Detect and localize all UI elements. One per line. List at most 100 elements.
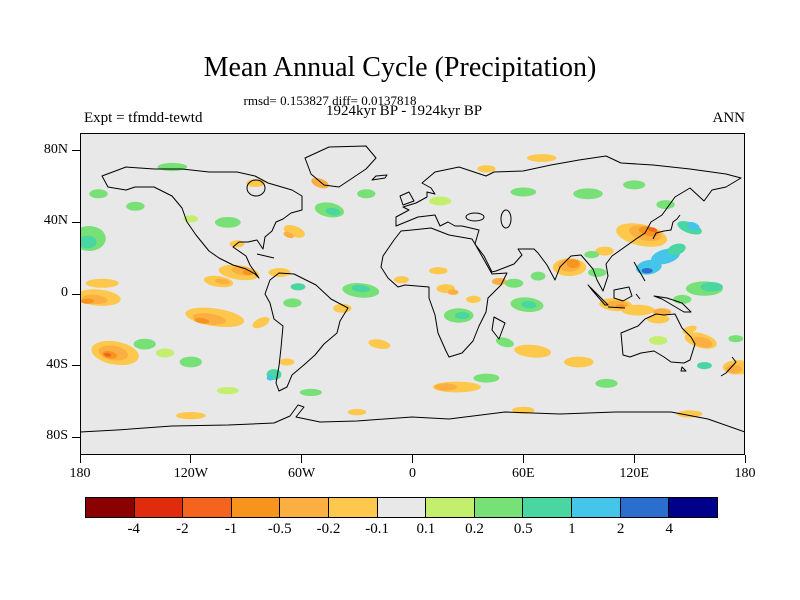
anomaly-patch <box>510 187 537 197</box>
anomaly-patches-group <box>80 154 745 420</box>
colorbar-cell <box>279 497 330 518</box>
anomaly-patch <box>214 217 241 228</box>
sea-black <box>465 212 485 222</box>
x-axis-tick <box>79 455 81 463</box>
x-axis-tick <box>412 455 413 463</box>
anomaly-patch <box>216 387 239 395</box>
world-map <box>80 133 745 455</box>
coastline-cuba <box>256 253 275 259</box>
anomaly-patch <box>447 289 459 295</box>
anomaly-patch <box>85 278 119 288</box>
coastline-new-guinea <box>653 295 692 313</box>
colorbar-cell <box>473 497 524 518</box>
anomaly-patch <box>697 362 712 370</box>
anomaly-patch <box>266 375 274 381</box>
coastline-iceland <box>371 174 388 181</box>
anomaly-patch <box>676 410 703 418</box>
anomaly-patch <box>104 352 112 357</box>
anomaly-patch <box>656 200 675 210</box>
x-axis-tick <box>190 455 192 463</box>
anomaly-patch <box>434 383 457 391</box>
anomaly-patch <box>283 298 302 308</box>
x-axis-tick-label: 120W <box>173 466 208 481</box>
anomaly-patch <box>157 162 188 172</box>
anomaly-patch <box>495 337 514 348</box>
anomaly-patch <box>89 189 108 199</box>
anomaly-patch <box>641 268 653 274</box>
colorbar-label: -0.5 <box>267 521 292 537</box>
anomaly-patch <box>268 268 291 277</box>
x-axis-tick-label: 180 <box>734 466 756 481</box>
coastline-north-america <box>101 166 303 279</box>
x-axis-tick-label: 180 <box>69 466 91 481</box>
anomaly-patch <box>566 259 580 269</box>
coastline-greenland <box>304 145 377 188</box>
x-axis-tick <box>633 455 635 463</box>
anomaly-patch <box>649 336 668 345</box>
y-axis-tick-label: 0 <box>61 285 68 300</box>
anomaly-patch <box>155 348 175 358</box>
anomaly-patch <box>687 221 700 231</box>
anomaly-patch <box>477 165 496 173</box>
anomaly-patch <box>279 358 295 366</box>
anomaly-patch <box>351 284 370 293</box>
anomaly-patch <box>584 251 600 259</box>
coastline-tasmania <box>680 366 687 372</box>
period-line: 1924kyr BP - 1924kyr BP <box>325 103 483 119</box>
colorbar <box>85 497 718 518</box>
anomaly-patch <box>252 316 270 329</box>
y-axis-tick-label: 80S <box>46 428 68 444</box>
anomaly-patch <box>725 364 743 374</box>
coastline-antarctica <box>80 404 745 455</box>
y-axis-tick-label: 40N <box>43 213 68 229</box>
x-axis-tick-label: 60W <box>288 466 316 481</box>
experiment-label: Expt = tfmdd-tewtd <box>84 110 203 126</box>
lake-caspian <box>500 209 512 229</box>
anomaly-patch <box>455 311 470 320</box>
map-background <box>80 133 745 455</box>
anomaly-patch <box>133 338 156 350</box>
anomaly-patch <box>214 278 230 285</box>
anomaly-patch <box>311 177 329 189</box>
y-axis-tick <box>72 365 80 367</box>
anomaly-patch <box>242 269 254 276</box>
colorbar-label: -1 <box>224 521 238 537</box>
coastline-madagascar <box>491 316 506 340</box>
coastline-africa <box>380 227 508 358</box>
anomaly-patch <box>394 276 409 284</box>
anomaly-patch <box>700 282 723 292</box>
coastline-sulawesi <box>635 293 641 300</box>
page-title: Mean Annual Cycle (Precipitation) <box>203 52 597 83</box>
anomaly-patch <box>595 378 618 388</box>
anomaly-patch <box>728 335 744 343</box>
anomaly-patch <box>176 412 206 420</box>
y-axis-tick <box>72 221 80 223</box>
anomaly-patch <box>194 317 210 324</box>
coastline-philippines <box>633 261 646 282</box>
map-frame <box>80 133 745 455</box>
anomaly-patch <box>692 336 713 348</box>
anomaly-patch <box>504 278 524 288</box>
colorbar-label: 2 <box>616 521 625 537</box>
anomaly-patch <box>429 196 452 206</box>
season-label: ANN <box>712 110 746 126</box>
anomaly-patch <box>183 215 199 223</box>
y-axis-tick-label: 80N <box>43 141 68 157</box>
anomaly-patch <box>290 283 306 291</box>
coastline-australia <box>620 313 696 364</box>
anomaly-patch <box>647 314 670 324</box>
anomaly-patch <box>126 201 145 211</box>
x-axis-tick-label: 120E <box>619 466 649 481</box>
anomaly-patch <box>80 298 94 304</box>
colorbar-label: -2 <box>176 521 189 537</box>
anomaly-patch <box>283 231 294 239</box>
anomaly-patch <box>621 304 655 316</box>
x-axis-tick <box>301 455 303 463</box>
coastline-eurasia <box>395 155 742 292</box>
anomaly-patch <box>514 344 552 358</box>
anomaly-patch <box>521 301 537 309</box>
coastline-borneo <box>613 286 633 302</box>
anomaly-patch <box>564 356 594 368</box>
anomaly-patch <box>325 207 341 216</box>
